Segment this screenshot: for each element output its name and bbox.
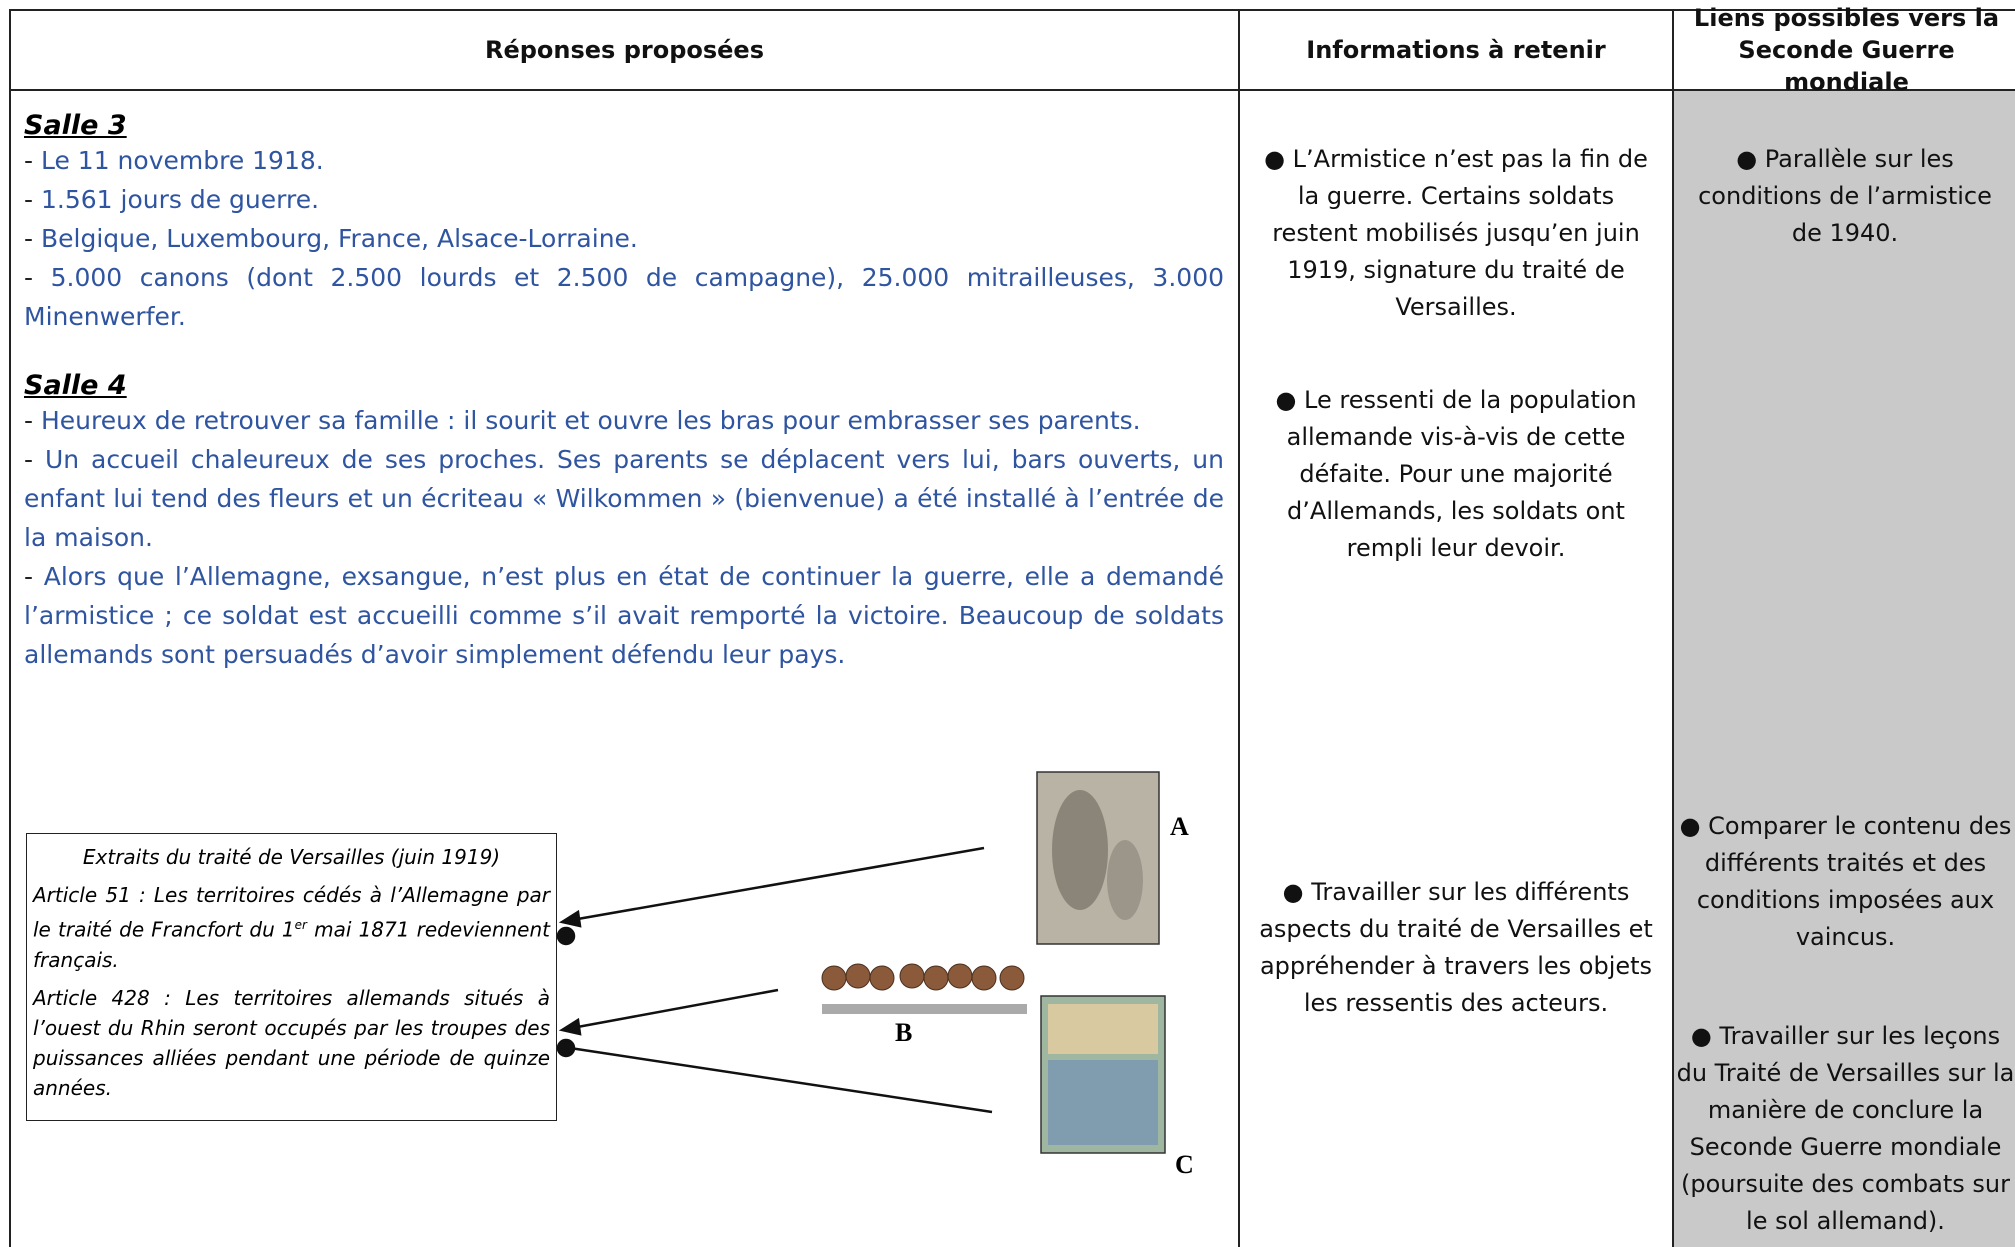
item-text: 5.000 canons (dont 2.500 lourds et 2.500… [24,263,1225,331]
section-title: Salle 3 [24,110,127,141]
item-text: Le 11 novembre 1918. [40,146,324,175]
item-marker: - [24,263,34,292]
link-text: ● Comparer le contenu des différents tra… [1679,812,2012,951]
info-text: ● Le ressenti de la population allemande… [1275,386,1637,562]
grey-column [1673,90,2015,1247]
postcard-c [1040,995,1166,1154]
image-label: A [1170,812,1189,841]
link-text: ● Parallèle sur les conditions de l’armi… [1698,145,1992,247]
item-text: 1.561 jours de guerre. [40,185,320,214]
image-label: B [895,1018,913,1047]
item-marker: - [24,445,34,474]
article: Article 428 : Les territoires allemands … [33,985,550,1100]
item-text: Belgique, Luxembourg, France, Alsace-Lor… [40,224,638,253]
header-cell: Liens possibles vers la Seconde Guerre m… [1693,4,2000,96]
extract-title: Extraits du traité de Versailles (juin 1… [82,845,501,869]
article-text: mai 1871 redeviennent français. [33,917,551,972]
header-cell: Réponses proposées [484,36,764,64]
article-text: Article 51 : Les territoires cédés à l’A… [33,883,550,942]
section-title: Salle 4 [24,370,127,401]
answer-item: - Heureux de retrouver sa famille : il s… [24,401,1224,440]
treaty-extract: Extraits du traité de Versailles (juin 1… [26,833,557,1121]
answer-item: - 1.561 jours de guerre. [24,180,1224,219]
item-text: Heureux de retrouver sa famille : il sou… [40,406,1141,435]
coins-b [821,963,1027,1014]
answers: Salle 3- Le 11 novembre 1918. - 1.561 jou… [24,110,1224,674]
info-text: ● Travailler sur les différents aspects … [1259,878,1653,1017]
article-text: er [294,918,307,932]
photo-a [1036,771,1160,945]
item-marker: - [24,224,34,253]
table-border [9,9,2015,1247]
arrows [556,846,993,1114]
article: Article 51 : Les territoires cédés à l’A… [33,880,550,975]
item-marker: - [24,406,34,435]
answer-item: - Le 11 novembre 1918. [24,141,1224,180]
item-text: Alors que l’Allemagne, exsangue, n’est p… [24,562,1225,669]
header-cell: Informations à retenir [1306,36,1606,64]
item-marker: - [24,146,34,175]
info-text: ● L’Armistice n’est pas la fin de la gue… [1264,145,1648,321]
answer-item: - Un accueil chaleureux de ses proches. … [24,440,1224,557]
item-text: Un accueil chaleureux de ses proches. Se… [24,445,1224,552]
image-label: C [1175,1150,1194,1179]
link-text: ● Travailler sur les leçons du Traité de… [1676,1022,2015,1235]
answer-item: - Belgique, Luxembourg, France, Alsace-L… [24,219,1224,258]
answer-item: - Alors que l’Allemagne, exsangue, n’est… [24,557,1224,674]
item-marker: - [24,185,34,214]
answer-item: - 5.000 canons (dont 2.500 lourds et 2.5… [24,258,1224,336]
item-marker: - [24,562,34,591]
